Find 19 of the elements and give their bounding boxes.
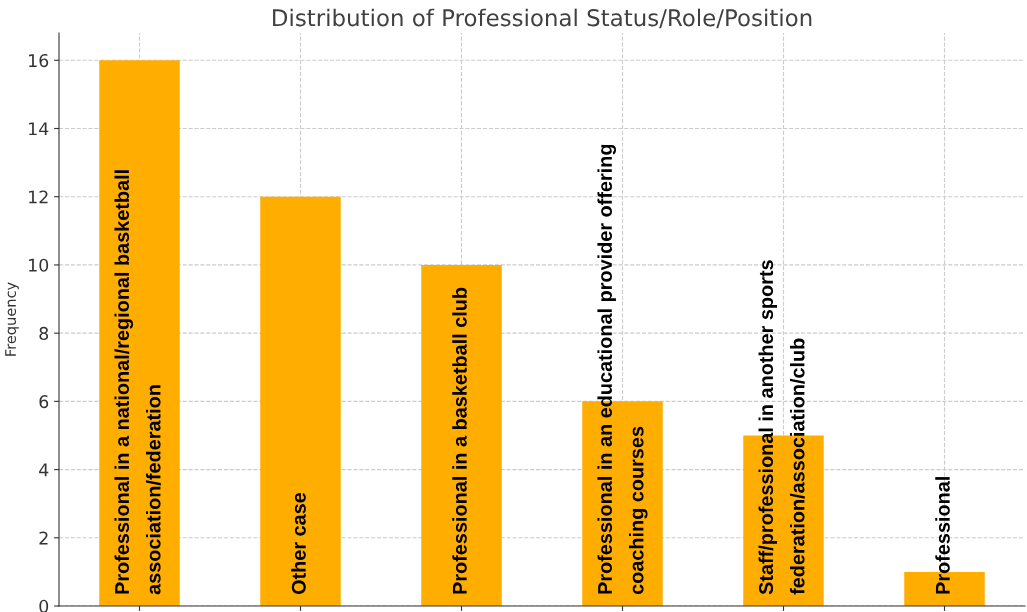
- y-tick-label: 4: [39, 463, 49, 477]
- y-tick-label: 8: [39, 326, 49, 340]
- y-tick-label: 6: [39, 395, 49, 409]
- y-tick-label: 12: [29, 190, 48, 204]
- bar: [421, 264, 502, 606]
- x-tick-label: Professional in a basketball club: [452, 287, 467, 594]
- x-tick-label: Professional: [935, 477, 950, 594]
- y-tick-label: 10: [29, 258, 49, 272]
- x-tick-label: Other case: [291, 492, 306, 595]
- y-tick-label: 2: [39, 531, 48, 545]
- x-tick-label: Professional in an educational provider offering coaching courses: [597, 144, 648, 595]
- y-axis-title: Frequency: [5, 282, 19, 356]
- bar: [99, 60, 180, 606]
- y-tick-label: 0: [39, 599, 49, 612]
- y-tick-label: 14: [29, 122, 49, 136]
- x-tick-label: Professional in a national/regional basketball association/federation: [114, 170, 161, 595]
- y-tick-label: 16: [29, 54, 49, 68]
- chart-title: Distribution of Professional Status/Role/Position: [273, 8, 812, 29]
- bar: [260, 196, 341, 606]
